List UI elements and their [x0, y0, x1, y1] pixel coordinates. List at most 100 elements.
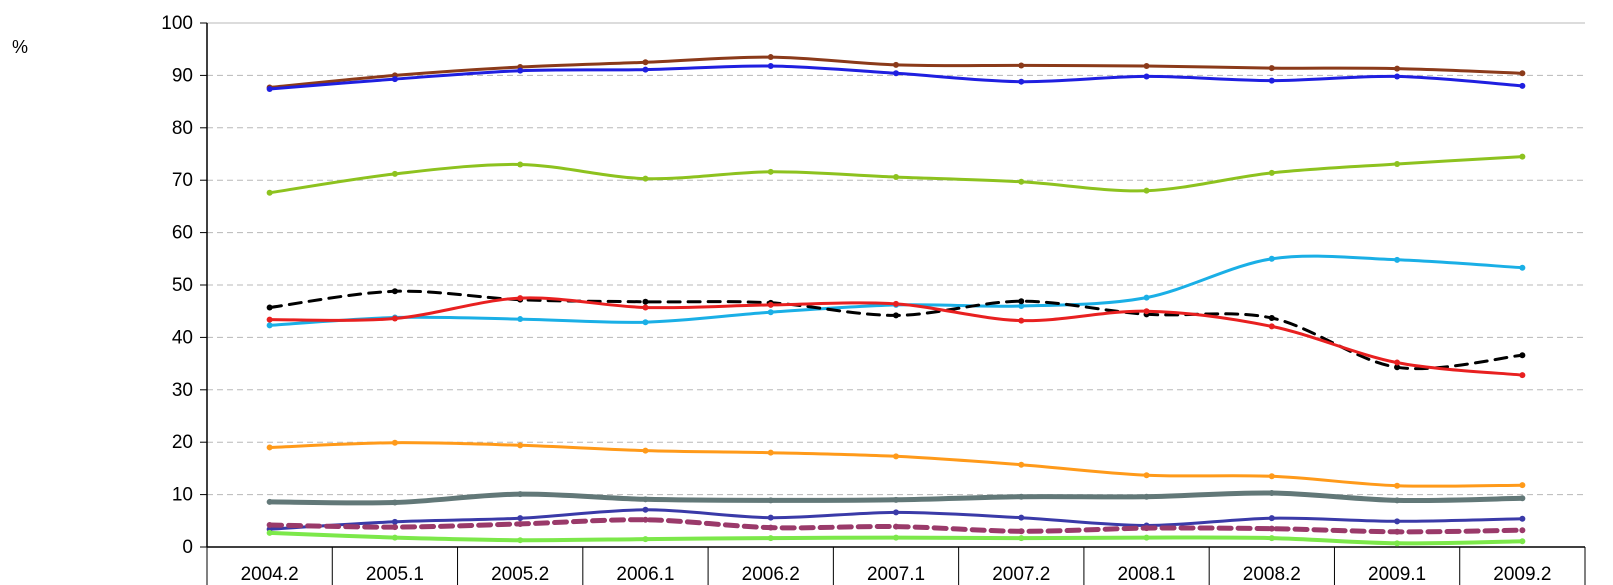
y-tick-label: 70: [172, 170, 193, 191]
data-point: [1519, 372, 1526, 379]
data-point: [1268, 323, 1275, 330]
data-point: [1018, 461, 1025, 468]
data-point: [1018, 514, 1025, 521]
series-7: [266, 439, 1526, 489]
data-point: [266, 521, 273, 528]
data-point: [642, 175, 649, 182]
data-point: [893, 70, 899, 77]
data-point: [266, 444, 273, 451]
data-point: [266, 86, 273, 93]
data-point: [1519, 538, 1526, 545]
data-point: [893, 61, 899, 68]
data-point: [1394, 256, 1401, 263]
data-point: [642, 59, 649, 66]
series-line: [268, 296, 1524, 377]
series-2: [266, 62, 1526, 93]
y-tick-label: 10: [172, 485, 193, 506]
axes: [200, 22, 1586, 585]
y-unit-label: %: [12, 37, 28, 57]
y-tick-label: 30: [172, 380, 193, 401]
data-point: [266, 304, 273, 311]
data-point: [1018, 78, 1025, 85]
data-point: [1018, 317, 1025, 324]
x-tick-label: 2006.2: [742, 564, 800, 585]
data-point: [1519, 482, 1526, 489]
data-point: [1018, 298, 1025, 305]
data-point: [391, 499, 398, 506]
data-point: [517, 537, 524, 544]
data-point: [1268, 490, 1275, 497]
data-point: [1143, 187, 1150, 194]
data-point: [642, 496, 649, 503]
y-tick-label: 40: [172, 327, 193, 348]
data-point: [767, 62, 774, 69]
series-3: [266, 153, 1526, 196]
data-point: [893, 496, 899, 503]
data-point: [266, 322, 273, 329]
y-tick-label: 80: [172, 118, 193, 139]
data-point: [1143, 62, 1150, 69]
data-point: [1018, 302, 1025, 309]
data-point: [1394, 364, 1401, 371]
data-point: [266, 529, 273, 536]
data-point: [1268, 77, 1275, 84]
data-point: [642, 506, 649, 513]
data-point: [767, 309, 774, 316]
data-point: [642, 319, 649, 326]
data-point: [1519, 82, 1526, 89]
data-point: [767, 301, 774, 308]
data-point: [1519, 527, 1526, 534]
data-point: [1143, 472, 1150, 479]
x-tick-label: 2007.2: [992, 564, 1050, 585]
data-point: [391, 439, 398, 446]
data-point: [266, 189, 273, 196]
x-tick-label: 2006.1: [616, 564, 674, 585]
series-6: [266, 295, 1526, 379]
data-point: [767, 535, 774, 542]
data-point: [1143, 525, 1150, 532]
data-point: [1018, 62, 1025, 69]
data-point: [1519, 70, 1526, 77]
data-point: [1268, 255, 1275, 262]
data-point: [517, 295, 524, 302]
data-point: [1268, 315, 1275, 322]
data-point: [1268, 169, 1275, 176]
y-tick-label: 0: [182, 537, 193, 558]
data-point: [1268, 535, 1275, 542]
data-point: [1394, 518, 1401, 525]
series-11: [266, 529, 1526, 547]
data-point: [642, 298, 649, 305]
data-point: [266, 316, 273, 323]
data-point: [1018, 178, 1025, 185]
x-tick-label: 2009.1: [1368, 564, 1426, 585]
x-tick-labels: 2004.2 2005.1 2005.2 2006.1 2006.2 2007.1 2007…: [241, 564, 1552, 585]
data-point: [1143, 534, 1150, 541]
data-point: [893, 453, 899, 460]
data-point: [1143, 294, 1150, 301]
y-tick-label: 60: [172, 223, 193, 244]
data-point: [517, 520, 524, 527]
series-1: [266, 54, 1526, 91]
x-tick-label: 2009.2: [1493, 564, 1551, 585]
data-point: [517, 491, 524, 498]
data-point: [1394, 482, 1401, 489]
data-point: [266, 498, 273, 505]
series-10: [266, 516, 1526, 535]
data-point: [391, 524, 398, 531]
data-point: [1268, 473, 1275, 480]
data-point: [391, 534, 398, 541]
data-point: [893, 300, 899, 307]
x-tick-label: 2008.2: [1243, 564, 1301, 585]
data-point: [767, 514, 774, 521]
data-point: [1394, 73, 1401, 80]
data-point: [642, 66, 649, 73]
data-point: [1143, 308, 1150, 315]
data-point: [1394, 65, 1401, 72]
series-8: [266, 490, 1526, 506]
x-tick-label: 2004.2: [241, 564, 299, 585]
data-point: [642, 536, 649, 543]
data-point: [1519, 495, 1526, 502]
data-point: [1394, 540, 1401, 547]
data-point: [1394, 160, 1401, 167]
